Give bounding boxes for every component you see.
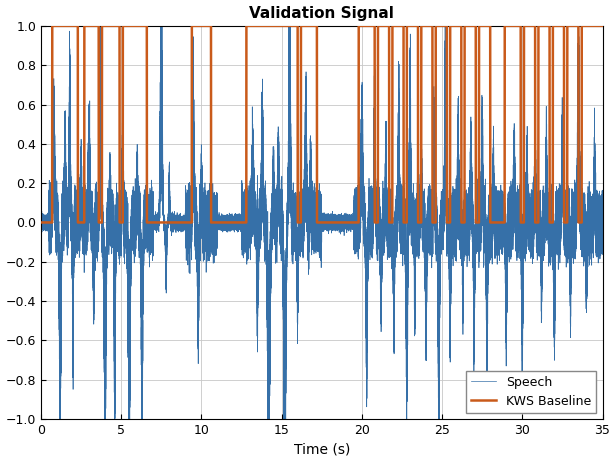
Speech: [96, 23, 103, 29]
KWS Baseline: [356, 23, 363, 29]
Line: KWS Baseline: KWS Baseline: [41, 26, 602, 223]
Speech: [345, 215, 352, 221]
Legend: Speech, KWS Baseline: Speech, KWS Baseline: [466, 371, 596, 413]
Speech: [56, 416, 63, 422]
Speech: [590, 235, 597, 240]
Speech: [542, 153, 549, 159]
Speech: [37, 218, 44, 224]
Speech: [277, 215, 284, 220]
KWS Baseline: [590, 23, 597, 29]
KWS Baseline: [86, 23, 93, 29]
Title: Validation Signal: Validation Signal: [249, 6, 394, 20]
Speech: [599, 215, 606, 221]
Speech: [86, 154, 93, 159]
KWS Baseline: [345, 220, 352, 225]
KWS Baseline: [542, 23, 549, 29]
KWS Baseline: [49, 23, 56, 29]
KWS Baseline: [599, 23, 606, 29]
KWS Baseline: [37, 220, 44, 225]
X-axis label: Time (s): Time (s): [294, 443, 350, 456]
Line: Speech: Speech: [41, 26, 602, 419]
KWS Baseline: [277, 23, 284, 29]
Speech: [356, 213, 363, 218]
